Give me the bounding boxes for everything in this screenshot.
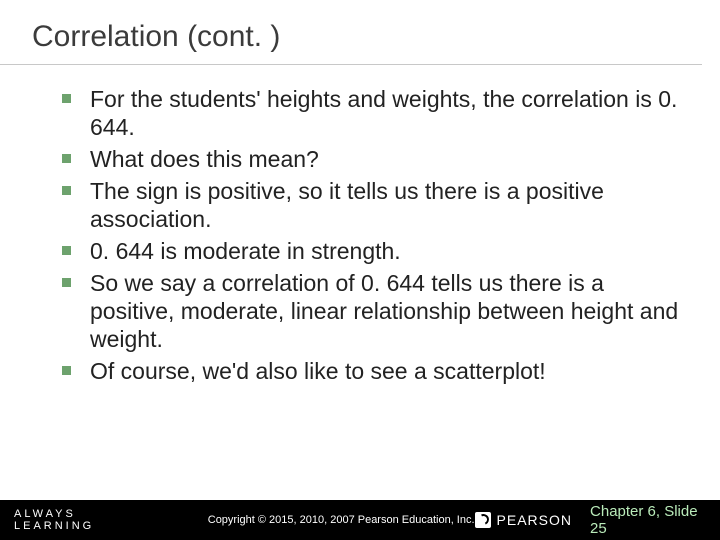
bullet-list: For the students' heights and weights, t… — [62, 85, 690, 385]
list-item: Of course, we'd also like to see a scatt… — [62, 357, 690, 385]
pearson-mark-icon — [475, 512, 491, 528]
copyright-text: Copyright © 2015, 2010, 2007 Pearson Edu… — [208, 514, 475, 526]
list-item: For the students' heights and weights, t… — [62, 85, 690, 141]
list-item: So we say a correlation of 0. 644 tells … — [62, 269, 690, 353]
list-item: The sign is positive, so it tells us the… — [62, 177, 690, 233]
always-learning-label: ALWAYS LEARNING — [14, 508, 148, 532]
pearson-brand-text: PEARSON — [497, 512, 572, 528]
slide: Correlation (cont. ) For the students' h… — [0, 0, 720, 540]
pearson-logo: PEARSON — [475, 512, 572, 528]
list-item: 0. 644 is moderate in strength. — [62, 237, 690, 265]
list-item: What does this mean? — [62, 145, 690, 173]
chapter-slide-label: Chapter 6, Slide 25 — [590, 503, 706, 537]
slide-footer: ALWAYS LEARNING Copyright © 2015, 2010, … — [0, 500, 720, 540]
slide-body: For the students' heights and weights, t… — [0, 65, 720, 500]
slide-title: Correlation (cont. ) — [0, 0, 702, 65]
